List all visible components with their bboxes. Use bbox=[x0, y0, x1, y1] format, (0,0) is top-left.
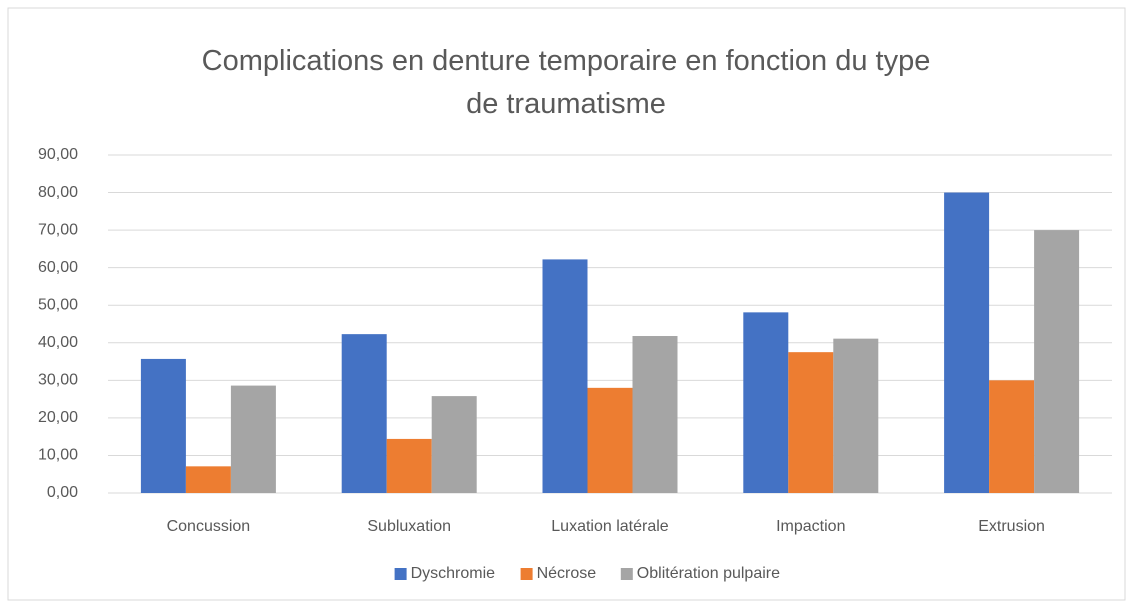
bar bbox=[788, 352, 834, 493]
y-tick-label: 80,00 bbox=[38, 184, 78, 201]
y-tick-label: 10,00 bbox=[38, 447, 78, 464]
legend-swatch bbox=[620, 568, 633, 580]
y-tick-label: 0,00 bbox=[47, 484, 78, 501]
y-tick-label: 90,00 bbox=[38, 146, 78, 163]
bar bbox=[341, 334, 387, 493]
chart-title: Complications en denture temporaire en f… bbox=[201, 45, 931, 120]
y-tick-label: 70,00 bbox=[38, 221, 78, 238]
y-tick-label: 60,00 bbox=[38, 259, 78, 276]
x-tick-label: Concussion bbox=[167, 518, 251, 535]
bar bbox=[386, 438, 432, 493]
bar bbox=[587, 387, 633, 493]
y-tick-label: 50,00 bbox=[38, 296, 78, 313]
y-tick-label: 20,00 bbox=[38, 409, 78, 426]
bar bbox=[431, 396, 477, 493]
bar bbox=[989, 380, 1035, 493]
x-tick-label: Extrusion bbox=[978, 518, 1045, 535]
legend-swatch bbox=[520, 568, 533, 580]
bar bbox=[743, 312, 789, 493]
legend-swatch bbox=[394, 568, 407, 580]
bar bbox=[632, 336, 678, 493]
y-tick-label: 40,00 bbox=[38, 334, 78, 351]
bar bbox=[230, 385, 276, 493]
x-tick-label: Subluxation bbox=[367, 518, 451, 535]
legend-label: Nécrose bbox=[537, 565, 597, 582]
y-tick-label: 30,00 bbox=[38, 372, 78, 389]
bar bbox=[1034, 230, 1080, 493]
legend-label: Oblitération pulpaire bbox=[637, 565, 780, 582]
legend-label: Dyschromie bbox=[411, 565, 496, 582]
bar bbox=[944, 192, 990, 494]
bar bbox=[542, 259, 588, 493]
x-tick-label: Luxation latérale bbox=[551, 518, 669, 535]
x-tick-label: Impaction bbox=[776, 518, 845, 535]
bar bbox=[140, 358, 186, 493]
bar bbox=[833, 338, 879, 493]
bar bbox=[185, 466, 231, 493]
